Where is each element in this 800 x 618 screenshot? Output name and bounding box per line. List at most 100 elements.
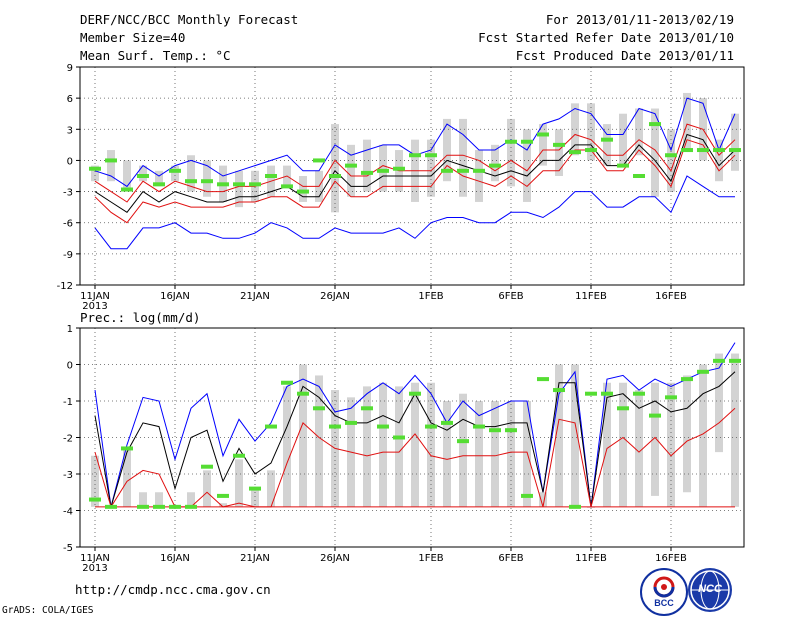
prec-spread-bar	[91, 455, 99, 507]
temp-obs-marker	[105, 158, 117, 163]
globe-icon	[690, 570, 730, 610]
temp-obs-marker	[649, 122, 661, 127]
prec-obs-marker	[377, 424, 389, 429]
temp-spread-bar	[363, 139, 371, 192]
temp-xtick-label: 11JAN	[80, 291, 110, 302]
prec-obs-marker	[137, 504, 149, 509]
temp-spread-bar	[619, 113, 627, 166]
prec-obs-marker	[585, 391, 597, 396]
temp-obs-marker	[393, 166, 405, 171]
temp-spread-bar	[683, 92, 691, 151]
prec-xtick-label: 6FEB	[498, 553, 523, 564]
prec-spread-bar	[731, 353, 739, 507]
temp-obs-marker	[665, 153, 677, 158]
prec-obs-marker	[217, 493, 229, 498]
temp-ytick-label: -9	[63, 250, 73, 261]
prec-obs-marker	[537, 377, 549, 382]
prec-series-max	[94, 342, 736, 508]
prec-obs-marker	[633, 391, 645, 396]
temp-obs-marker	[169, 168, 181, 173]
temp-obs-marker	[297, 189, 309, 194]
prec-spread-bar	[651, 382, 659, 496]
prec-spread-bar	[267, 470, 275, 507]
temp-frame	[79, 66, 745, 286]
prec-spread-bar	[235, 459, 243, 507]
prec-ytick-label: -5	[63, 543, 73, 554]
prec-spread-bar	[603, 382, 611, 507]
temp-series-upper	[94, 123, 736, 203]
prec-xtick-label: 16FEB	[655, 553, 687, 564]
prec-obs-marker	[313, 406, 325, 411]
temp-obs-marker	[729, 148, 741, 153]
temp-spread-bar	[379, 144, 387, 192]
ncc-logo: NCC	[688, 568, 732, 612]
ncc-logo-label: NCC	[698, 583, 722, 595]
temp-obs-marker	[489, 163, 501, 168]
prec-obs-marker	[521, 493, 533, 498]
prec-year-label: 2013	[82, 563, 107, 574]
temp-series-min	[94, 175, 735, 250]
prec-obs-marker	[473, 424, 485, 429]
prec-xtick-label: 21JAN	[240, 553, 270, 564]
prec-spread-bar	[203, 470, 211, 507]
temp-ytick-label: -3	[63, 188, 73, 199]
prec-obs-marker	[425, 424, 437, 429]
temp-obs-marker	[457, 168, 469, 173]
temp-spread-bar	[459, 118, 467, 197]
bcc-logo: BCC	[640, 568, 688, 616]
prec-obs-marker	[105, 504, 117, 509]
temp-xtick-label: 16JAN	[160, 291, 190, 302]
temp-spread-bar	[203, 160, 211, 197]
member-size-label: Member Size=40	[80, 30, 186, 45]
temp-spread-bar	[443, 118, 451, 182]
temp-obs-marker	[521, 139, 533, 144]
prec-obs-marker	[89, 497, 101, 502]
temp-obs-marker	[505, 139, 517, 144]
prec-obs-marker	[185, 504, 197, 509]
prec-spread-bar	[443, 401, 451, 507]
temp-xtick-label: 11FEB	[575, 291, 607, 302]
temp-spread-bar	[139, 165, 147, 182]
temp-xtick-label: 16FEB	[655, 291, 687, 302]
temp-obs-marker	[185, 179, 197, 184]
prec-spread-bar	[363, 386, 371, 507]
prec-spread-bar	[491, 401, 499, 507]
temp-obs-marker	[329, 174, 341, 178]
temp-ytick-label: 9	[67, 63, 73, 74]
prec-obs-marker	[617, 406, 629, 411]
prec-obs-marker	[345, 420, 357, 425]
prec-spread-bar	[411, 382, 419, 507]
temp-obs-marker	[409, 153, 421, 158]
temp-ytick-label: 3	[67, 125, 73, 136]
prec-ytick-label: -1	[63, 397, 73, 408]
prec-series-lower	[94, 407, 736, 509]
prec-spread-bar	[459, 393, 467, 507]
temp-xtick-label: 21JAN	[240, 291, 270, 302]
temp-obs-marker	[441, 168, 453, 173]
temp-ytick-label: -6	[63, 219, 73, 230]
prec-ytick-label: -4	[63, 507, 73, 518]
temp-obs-marker	[633, 174, 645, 178]
temp-spread-bar	[475, 150, 483, 202]
fcst-produced-date: Fcst Produced Date 2013/01/11	[515, 48, 734, 63]
fcst-started-date: Fcst Started Refer Date 2013/01/10	[478, 30, 734, 45]
prec-spread-bar	[187, 492, 195, 507]
temp-spread-bar	[555, 129, 563, 176]
prec-obs-marker	[681, 377, 693, 382]
temp-spread-bar	[123, 160, 131, 192]
prec-xtick-label: 11JAN	[80, 553, 110, 564]
source-url[interactable]: http://cmdp.ncc.cma.gov.cn	[75, 582, 271, 597]
prec-obs-marker	[505, 428, 517, 433]
prec-spread-bar	[379, 382, 387, 507]
prec-obs-marker	[713, 358, 725, 363]
prec-obs-marker	[665, 395, 677, 400]
prec-obs-marker	[169, 504, 181, 509]
temp-obs-marker	[681, 148, 693, 153]
prec-xtick-label: 11FEB	[575, 553, 607, 564]
temp-spread-bar	[507, 118, 515, 187]
temp-spread-bar	[331, 124, 339, 213]
prec-obs-marker	[329, 424, 341, 429]
temp-spread-bar	[651, 108, 659, 197]
prec-obs-marker	[153, 504, 165, 509]
